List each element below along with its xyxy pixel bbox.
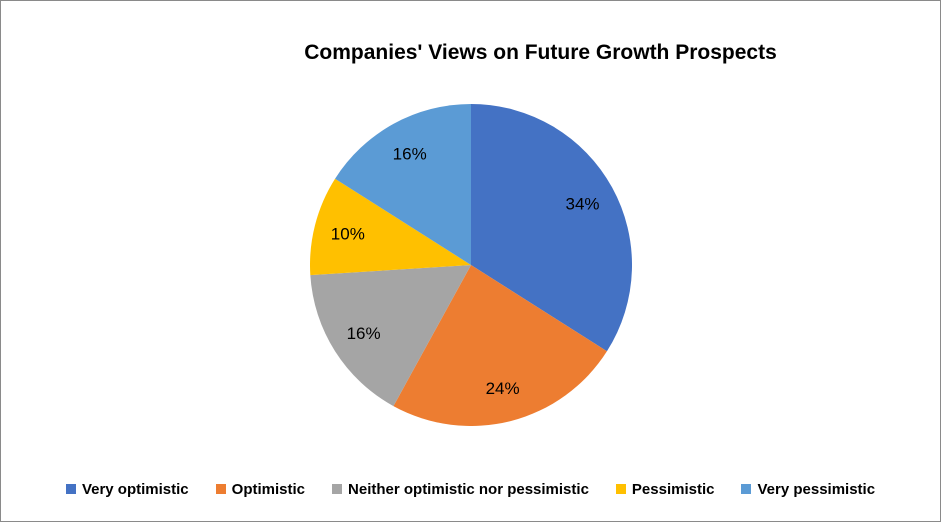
legend-label: Pessimistic <box>631 480 715 498</box>
legend-item-neither-optimistic-nor-pessimistic[interactable]: Neither optimistic nor pessimistic <box>332 481 589 498</box>
pie-slice-very-optimistic[interactable] <box>471 104 632 352</box>
chart-title: Companies' Views on Future Growth Prospe… <box>304 41 777 64</box>
legend-label: Neither optimistic nor pessimistic <box>348 480 589 498</box>
legend-label: Very optimistic <box>81 480 189 498</box>
legend-item-very-pessimistic[interactable]: Very pessimistic <box>741 481 875 498</box>
legend-swatch-icon <box>215 484 226 494</box>
chart-legend: Very optimistic Optimistic Neither optimis… <box>1 477 940 501</box>
data-label-optimistic: 24% <box>486 379 520 398</box>
legend-swatch-icon <box>615 484 626 494</box>
data-label-neither-optimistic-nor-pessimistic: 16% <box>347 324 381 343</box>
pie-slice-pessimistic[interactable] <box>310 178 471 276</box>
legend-label: Optimistic <box>231 480 306 498</box>
pie-slice-neither-optimistic-nor-pessimistic[interactable] <box>310 265 471 407</box>
legend-item-pessimistic[interactable]: Pessimistic <box>615 480 715 498</box>
legend-label: Very pessimistic <box>757 480 876 498</box>
legend-item-very-optimistic[interactable]: Very optimistic <box>65 480 189 498</box>
data-label-very-pessimistic: 16% <box>393 144 427 163</box>
legend-item-optimistic[interactable]: Optimistic <box>215 480 306 498</box>
legend-swatch-icon <box>65 484 76 494</box>
legend-swatch-icon <box>741 484 752 494</box>
pie-chart: 34% 24% 16% 10% 16% <box>310 104 632 426</box>
pie-slice-optimistic[interactable] <box>393 265 607 426</box>
data-label-pessimistic: 10% <box>331 224 365 243</box>
data-label-very-optimistic: 34% <box>565 195 599 214</box>
pie-slice-very-pessimistic[interactable] <box>335 104 471 265</box>
legend-swatch-icon <box>332 484 343 494</box>
